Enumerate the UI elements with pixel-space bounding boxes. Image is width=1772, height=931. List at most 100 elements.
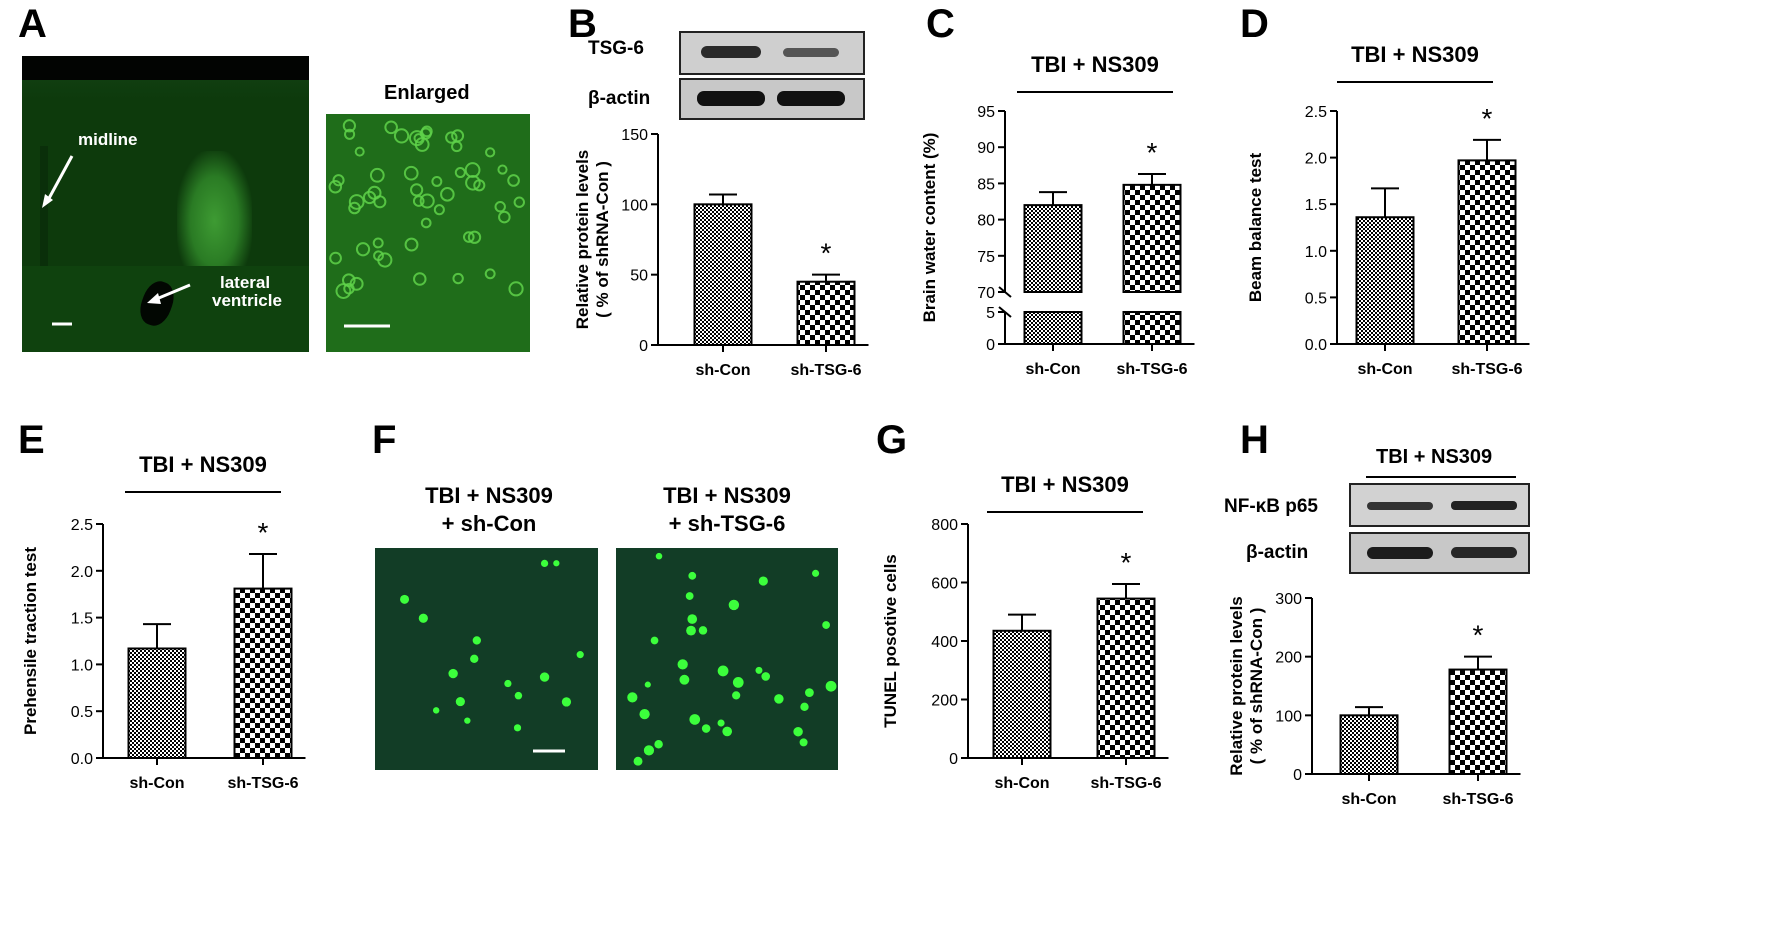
chart-header: TBI + NS309 (139, 452, 267, 477)
y-tick-label: 50 (630, 268, 648, 285)
tunel-positive-cell (470, 654, 479, 663)
label-ventricle: ventricle (212, 291, 282, 310)
neuron-cell (412, 195, 425, 207)
tunel-positive-cell (688, 571, 697, 580)
y-tick-label: 0.0 (1305, 337, 1327, 354)
f-right-title2: + sh-TSG-6 (668, 511, 786, 536)
y-tick-label: 100 (1275, 708, 1302, 725)
x-tick-label: sh-Con (695, 362, 750, 379)
tunel-positive-cell (633, 756, 643, 766)
bar-sh-TSG-6 (1457, 159, 1517, 345)
neuron-cell (362, 190, 377, 205)
y-tick-label: 1.0 (71, 657, 93, 674)
neuron-cell (342, 119, 356, 133)
x-tick-label: sh-TSG-6 (1451, 361, 1522, 378)
significance-star: * (821, 238, 832, 269)
y-tick-label: 0 (639, 338, 648, 355)
tunel-image-sh-con (375, 548, 598, 770)
y-tick-label: 85 (977, 176, 995, 193)
panel-letter-d: D (1240, 2, 1269, 46)
neuron-cell (329, 251, 342, 265)
chart-panel-b: 0 50 100 150 sh-Con sh-TSG-6 * Relative protein… (573, 127, 869, 379)
tunel-positive-cell (799, 738, 808, 747)
y-axis-label: Beam balance test (1246, 153, 1265, 303)
bar-sh-TSG-6 (1448, 668, 1508, 775)
neuron-cell (484, 268, 496, 280)
y-tick-label: 300 (1275, 591, 1302, 608)
tunel-positive-cell (812, 569, 820, 577)
y-axis-label: Brain water content (%) (920, 133, 939, 323)
x-tick-label: sh-Con (1341, 791, 1396, 808)
y-tick-label: 150 (621, 127, 648, 144)
x-tick-label: sh-Con (129, 775, 184, 792)
neuron-cell (354, 146, 365, 157)
y-tick-label: 0.5 (1305, 290, 1327, 307)
tunel-positive-cell (472, 636, 481, 645)
tunel-positive-cell (793, 726, 803, 737)
y-tick-label: 200 (1275, 650, 1302, 667)
ventricle-arrow-icon (153, 283, 191, 302)
y-axis-label: Prehensile traction test (21, 547, 40, 735)
y-tick-label: 1.0 (1305, 244, 1327, 261)
y-tick-label: 1.5 (1305, 197, 1327, 214)
enlarged-image (326, 114, 530, 352)
y-axis-label: ( % of shRNA-Con ) (1247, 608, 1266, 765)
bar-sh-TSG-6 (1122, 311, 1182, 345)
neuron-cell (513, 196, 525, 208)
bar-sh-TSG-6 (1122, 183, 1182, 294)
tunel-positive-cell (732, 691, 741, 700)
neuron-cell (384, 120, 398, 135)
neuron-cell (497, 164, 508, 175)
blot-b-row1-label: TSG-6 (588, 38, 644, 59)
panel-letter-h: H (1240, 418, 1269, 462)
y-tick-label: 70 (977, 285, 995, 302)
tunel-positive-cell (800, 702, 809, 712)
neuron-cell (410, 183, 424, 197)
panel-letter-f: F (372, 418, 397, 462)
x-tick-label: sh-Con (994, 775, 1049, 792)
y-tick-label: 1.5 (71, 611, 93, 628)
neuron-cell (508, 281, 524, 297)
tunel-positive-cell (732, 677, 744, 688)
bar-sh-Con (1023, 204, 1083, 293)
chart-panel-d: 0.0 0.5 1.0 1.5 2.0 2.5 sh-Con sh-TSG-6 * Beam ba… (1246, 42, 1530, 378)
neuron-cell (431, 176, 443, 187)
x-tick-label: sh-TSG-6 (1442, 791, 1513, 808)
blot-h-row1-label: NF-κB p65 (1224, 496, 1318, 517)
x-tick-label: sh-TSG-6 (1116, 361, 1187, 378)
blot-h-header-line (1366, 476, 1516, 478)
tunel-image-sh-tsg6 (616, 548, 838, 770)
y-tick-label: 400 (931, 634, 958, 651)
panel-letter-g: G (876, 418, 908, 462)
tunel-positive-cell (553, 560, 560, 567)
x-tick-label: sh-TSG-6 (227, 775, 298, 792)
x-tick-label: sh-TSG-6 (790, 362, 861, 379)
f-right-title1: TBI + NS309 (663, 483, 791, 508)
y-tick-label: 0 (986, 337, 995, 354)
neuron-cell (445, 131, 458, 144)
blot-b-row2-label: β-actin (588, 88, 651, 109)
neuron-cell (344, 128, 356, 140)
bar-sh-Con (992, 629, 1052, 759)
y-axis-label: ( % of shRNA-Con ) (593, 161, 612, 318)
tunel-positive-cell (728, 599, 740, 611)
neuron-cell (355, 242, 371, 257)
neuron-cell (467, 230, 482, 244)
neuron-cell (420, 217, 432, 229)
bar-sh-TSG-6 (233, 587, 293, 759)
significance-star: * (1147, 137, 1158, 168)
tunel-positive-cell (717, 719, 725, 727)
significance-star: * (1473, 620, 1484, 651)
f-left-title1: TBI + NS309 (425, 483, 553, 508)
neuron-cell (462, 231, 475, 243)
neuron-cell (404, 237, 419, 252)
bar-sh-Con (1339, 714, 1399, 775)
panel-letter-a: A (18, 2, 47, 46)
y-tick-label: 80 (977, 213, 995, 230)
tunel-positive-cell (722, 726, 733, 737)
bar-sh-Con (1355, 216, 1415, 345)
x-tick-label: sh-Con (1357, 361, 1412, 378)
blot-h-row1 (1349, 483, 1530, 527)
tunel-positive-cell (400, 594, 410, 604)
label-midline: midline (78, 130, 138, 149)
